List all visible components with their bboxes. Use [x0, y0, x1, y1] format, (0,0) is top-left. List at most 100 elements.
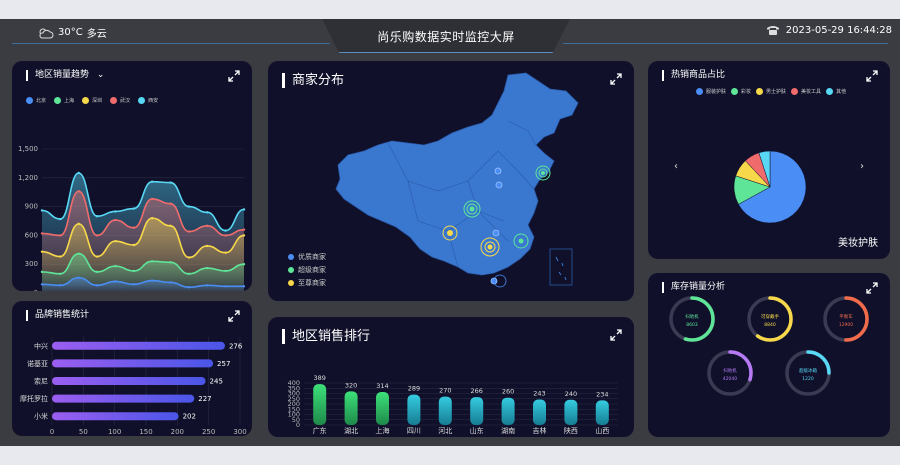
hot-legend-item[interactable]: 其他 — [826, 88, 846, 95]
bar[interactable] — [533, 399, 546, 425]
data-point[interactable] — [169, 224, 172, 227]
data-point[interactable] — [40, 232, 44, 235]
hot-legend-item[interactable]: 美妆工具 — [791, 88, 821, 95]
bar[interactable] — [376, 392, 389, 425]
trend-legend-item[interactable]: 西安 — [138, 97, 158, 104]
data-point[interactable] — [206, 224, 209, 227]
series-line[interactable] — [41, 217, 245, 259]
data-point[interactable] — [187, 205, 191, 208]
data-point[interactable] — [77, 276, 80, 279]
data-point[interactable] — [150, 260, 154, 263]
data-point[interactable] — [242, 228, 246, 231]
data-point[interactable] — [187, 272, 191, 275]
data-point[interactable] — [95, 284, 99, 287]
expand-icon[interactable] — [610, 73, 622, 85]
data-point[interactable] — [40, 283, 44, 286]
data-point[interactable] — [242, 208, 246, 211]
hot-legend-item[interactable]: 彩妆 — [731, 88, 751, 95]
bar[interactable] — [52, 412, 179, 421]
chevron-down-icon[interactable]: ⌄ — [96, 70, 105, 80]
data-point[interactable] — [169, 181, 172, 184]
data-point[interactable] — [187, 286, 191, 289]
data-point[interactable] — [206, 284, 209, 287]
data-point[interactable] — [224, 234, 227, 237]
bar[interactable] — [438, 396, 452, 425]
bar[interactable] — [470, 397, 484, 425]
data-point[interactable] — [77, 190, 80, 193]
map-legend-item[interactable]: 至尊商家 — [288, 279, 326, 287]
pie-slice[interactable] — [758, 150, 771, 188]
bar[interactable] — [564, 399, 578, 425]
data-point[interactable] — [132, 269, 136, 273]
bar[interactable] — [407, 394, 421, 425]
data-point[interactable] — [224, 269, 227, 273]
data-point[interactable] — [114, 264, 117, 268]
bar[interactable] — [344, 391, 358, 425]
expand-icon[interactable] — [228, 70, 240, 82]
expand-icon[interactable] — [228, 310, 240, 322]
data-point[interactable] — [59, 255, 62, 258]
bar[interactable] — [52, 341, 225, 350]
stock-ring[interactable]: 平衡车 12900 — [823, 296, 869, 342]
data-point[interactable] — [132, 283, 136, 286]
data-point[interactable] — [224, 251, 227, 254]
data-point[interactable] — [77, 252, 80, 255]
stock-ring[interactable]: 扫地机 8603 — [669, 296, 715, 342]
trend-legend-item[interactable]: 深圳 — [82, 97, 102, 104]
bar[interactable] — [501, 397, 515, 425]
bar[interactable] — [595, 400, 609, 425]
expand-icon[interactable] — [866, 70, 878, 82]
data-point[interactable] — [187, 256, 191, 259]
data-point[interactable] — [114, 239, 117, 243]
next-arrow-icon[interactable]: › — [860, 161, 864, 172]
data-point[interactable] — [59, 272, 62, 275]
trend-legend-item[interactable]: 上海 — [54, 97, 74, 104]
data-point[interactable] — [114, 210, 117, 213]
data-point[interactable] — [169, 281, 172, 284]
data-point[interactable] — [242, 263, 246, 266]
trend-legend-item[interactable]: 武汉 — [110, 97, 130, 104]
bar[interactable] — [52, 394, 195, 403]
series-line[interactable] — [41, 172, 245, 232]
data-point[interactable] — [150, 180, 154, 183]
data-point[interactable] — [187, 230, 191, 233]
data-point[interactable] — [95, 270, 99, 274]
data-point[interactable] — [114, 218, 117, 222]
data-point[interactable] — [150, 197, 154, 201]
data-point[interactable] — [77, 222, 80, 226]
bar[interactable] — [52, 377, 206, 385]
data-point[interactable] — [132, 226, 136, 229]
data-point[interactable] — [95, 234, 99, 237]
series-line[interactable] — [41, 252, 245, 275]
data-point[interactable] — [150, 279, 154, 282]
series-line[interactable] — [41, 276, 244, 289]
data-point[interactable] — [40, 209, 44, 212]
hot-legend-item[interactable]: 男士护肤 — [756, 88, 786, 95]
data-point[interactable] — [40, 270, 44, 274]
data-point[interactable] — [132, 207, 136, 210]
prev-arrow-icon[interactable]: ‹ — [674, 161, 678, 172]
stock-ring[interactable]: 超级冰箱 1220 — [785, 350, 831, 396]
data-point[interactable] — [59, 217, 62, 221]
data-point[interactable] — [242, 285, 246, 288]
data-point[interactable] — [224, 229, 227, 232]
pie-slice[interactable] — [738, 150, 807, 224]
data-point[interactable] — [132, 243, 136, 247]
data-point[interactable] — [59, 284, 62, 287]
expand-icon[interactable] — [610, 329, 622, 341]
data-point[interactable] — [206, 266, 209, 270]
data-point[interactable] — [224, 285, 227, 288]
data-point[interactable] — [242, 234, 246, 237]
stock-ring[interactable]: 可穿戴手 8840 — [747, 296, 793, 342]
data-point[interactable] — [169, 202, 172, 205]
data-point[interactable] — [150, 216, 154, 220]
data-point[interactable] — [206, 211, 209, 214]
data-point[interactable] — [114, 280, 117, 283]
data-point[interactable] — [40, 250, 44, 253]
series-line[interactable] — [41, 190, 245, 237]
data-point[interactable] — [59, 234, 62, 237]
bar[interactable] — [52, 359, 214, 368]
data-point[interactable] — [169, 261, 172, 264]
data-point[interactable] — [206, 244, 209, 248]
map-legend-item[interactable]: 超级商家 — [288, 266, 326, 274]
